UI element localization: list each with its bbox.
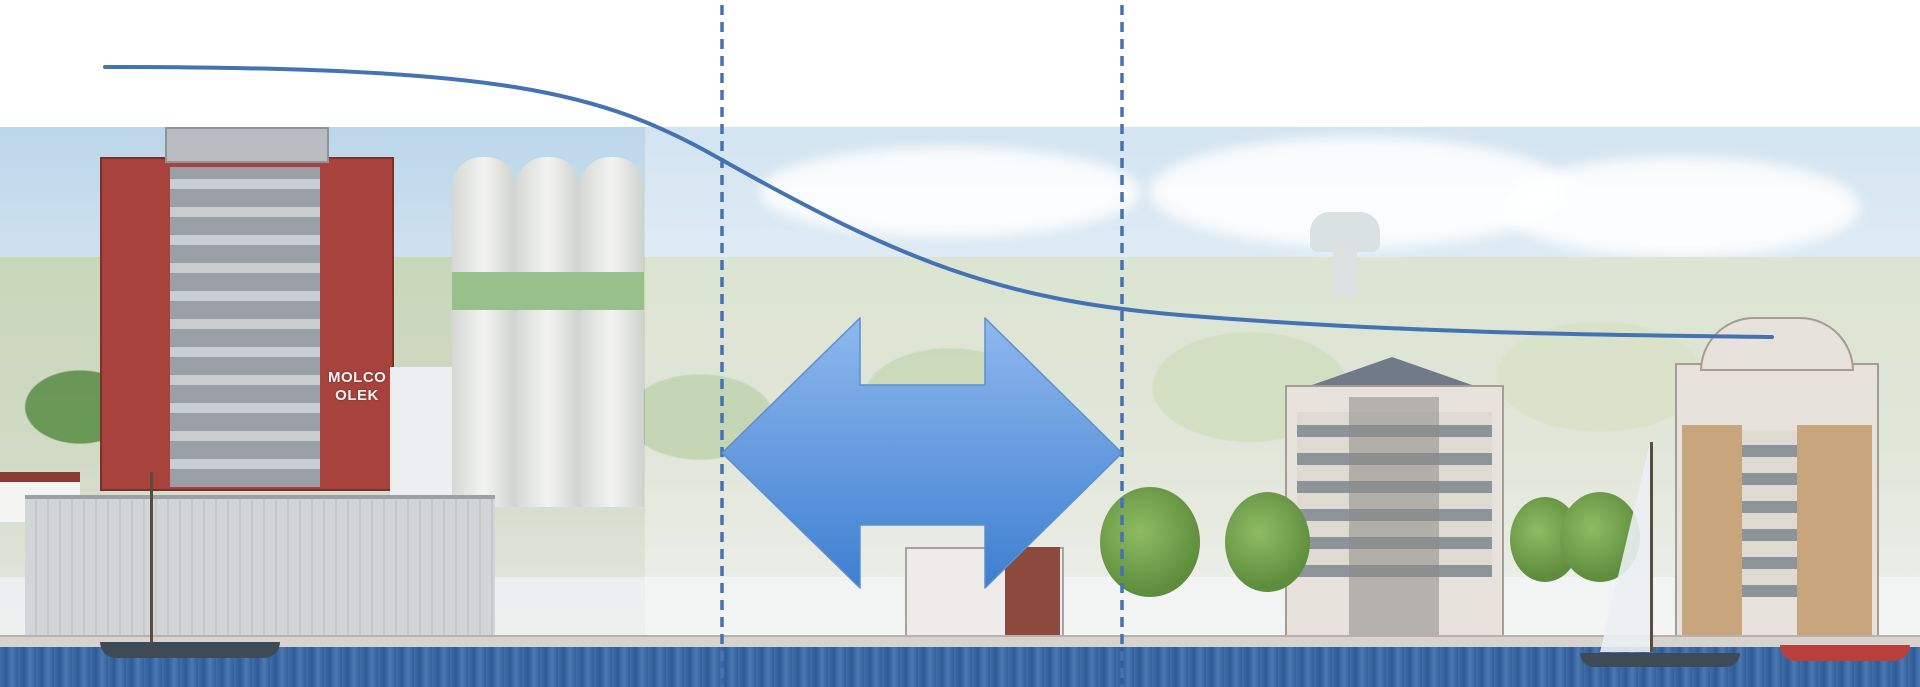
transition-curve xyxy=(103,65,1774,339)
factory-tower-top xyxy=(165,127,329,163)
factory-sign-line: MOLCO xyxy=(328,369,387,386)
warehouse-hall xyxy=(25,495,495,639)
silo-band xyxy=(452,272,516,310)
boat-mast xyxy=(150,472,153,642)
silo xyxy=(580,157,644,507)
tree xyxy=(1225,492,1310,592)
boat xyxy=(1580,653,1740,667)
silo-band xyxy=(580,272,644,310)
apartment-brick xyxy=(1682,425,1742,635)
tree xyxy=(1100,487,1200,597)
silo xyxy=(516,157,580,507)
apartment-building xyxy=(1675,363,1879,639)
water-tower xyxy=(1310,212,1380,252)
apartment-brick xyxy=(1797,425,1872,635)
apartment-windows xyxy=(1742,430,1797,597)
cloud xyxy=(760,147,1140,237)
factory-windows xyxy=(170,167,320,487)
silo xyxy=(452,157,516,507)
apartment-core xyxy=(1349,397,1439,635)
apartment-building xyxy=(1285,385,1504,639)
silo-band xyxy=(516,272,580,310)
boat xyxy=(1780,645,1910,661)
apartment-dome xyxy=(1700,317,1854,371)
cloud xyxy=(1500,157,1860,257)
boat-mast xyxy=(1650,442,1653,652)
factory-sign-line: OLEK xyxy=(335,387,379,404)
left-right-arrow-icon xyxy=(721,317,1123,589)
boat-sail xyxy=(1600,442,1650,652)
water-tower-stem xyxy=(1333,247,1357,297)
apartment-roof xyxy=(1312,357,1472,385)
boat xyxy=(100,642,280,658)
factory-sign: MOLCO OLEK xyxy=(328,369,386,405)
small-house-brick xyxy=(1005,547,1060,637)
